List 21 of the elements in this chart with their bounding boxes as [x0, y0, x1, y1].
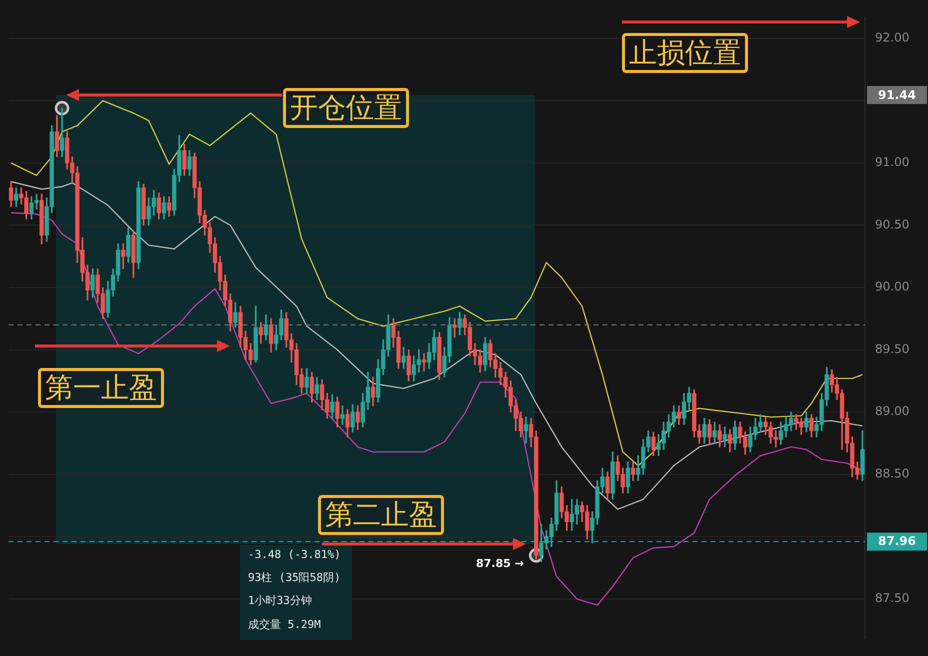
annotation: 第一止盈	[38, 368, 164, 408]
y-tick-label: 87.50	[875, 591, 910, 606]
y-tick-label: 90.00	[875, 280, 910, 294]
annotation: 开仓位置	[283, 88, 409, 128]
annotation: 成交量 5.29M	[248, 617, 321, 632]
annotation: 87.85 →	[474, 557, 526, 570]
y-tick-label: 90.50	[875, 217, 910, 232]
annotation: 第二止盈	[318, 495, 444, 535]
annotation: 93柱 (35阳58阴)	[248, 570, 341, 585]
y-tick-label: 89.00	[875, 404, 910, 418]
y-tick-label: 88.50	[875, 466, 910, 480]
annotation: -3.48 (-3.81%)	[248, 548, 341, 561]
candlestick	[524, 416, 528, 444]
y-tick-label: 91.00	[875, 155, 910, 170]
y-tick-label: 89.50	[875, 342, 910, 356]
y-tick-label: 92.00	[875, 30, 910, 44]
text: 91.44	[867, 86, 927, 104]
annotation: 止损位置	[622, 33, 748, 73]
annotation: 1小时33分钟	[248, 593, 312, 608]
candlestick	[340, 406, 345, 425]
ref-line-label: 87.96	[878, 534, 916, 548]
